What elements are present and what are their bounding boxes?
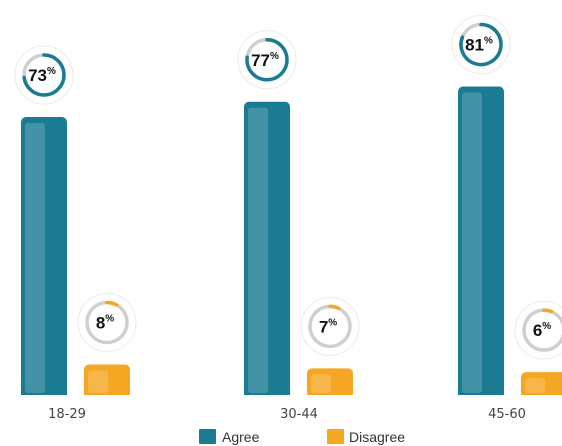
bar-base-disagree-30-44 — [307, 389, 353, 395]
bars-layer — [21, 86, 562, 396]
bar-body-agree-30-44 — [244, 101, 290, 395]
value-badge-agree-30-44: 77% — [237, 30, 297, 90]
bar-highlight-disagree-18-29 — [88, 370, 108, 393]
bar-highlight-disagree-45-60 — [525, 378, 545, 393]
bar-disagree-30-44 — [307, 368, 353, 395]
bar-body-agree-18-29 — [21, 117, 67, 395]
bar-body-disagree-30-44 — [307, 368, 353, 395]
tick-label-18-29: 18-29 — [48, 407, 86, 422]
value-badge-agree-18-29: 73% — [14, 45, 74, 105]
bar-highlight-agree-45-60 — [462, 92, 482, 394]
percent-sign: % — [47, 66, 56, 77]
legend: Agree Disagree — [199, 429, 405, 445]
x-axis: 18-29 30-44 45-60 — [48, 407, 526, 422]
bar-highlight-agree-18-29 — [25, 123, 45, 393]
percent-sign: % — [328, 317, 337, 328]
bar-base-disagree-18-29 — [84, 389, 130, 395]
bar-body-agree-45-60 — [458, 86, 504, 396]
bar-highlight-disagree-30-44 — [311, 374, 331, 393]
tick-label-30-44: 30-44 — [280, 407, 318, 422]
bar-base-agree-18-29 — [21, 389, 67, 395]
badge-arc-agree-45-60 — [459, 22, 503, 67]
tick-label-45-60: 45-60 — [488, 407, 526, 422]
badge-arc-agree-18-29 — [22, 53, 66, 97]
legend-swatch-agree — [199, 429, 216, 444]
badge-arc-disagree-18-29 — [105, 300, 119, 307]
value-badge-agree-45-60: 81% — [451, 15, 511, 75]
badges-layer: 73% 8% 77% 7% 81% 6% — [14, 15, 562, 360]
badge-arc-agree-30-44 — [245, 38, 289, 82]
legend-label-agree: Agree — [222, 429, 260, 445]
bar-agree-18-29 — [21, 117, 67, 395]
legend-label-disagree: Disagree — [349, 429, 405, 445]
percent-sign: % — [484, 36, 493, 47]
bar-base-disagree-45-60 — [521, 389, 562, 395]
value-badge-disagree-45-60: 6% — [514, 300, 562, 360]
bar-base-agree-45-60 — [458, 389, 504, 395]
bar-disagree-45-60 — [521, 372, 562, 395]
percent-sign: % — [270, 51, 279, 62]
percent-sign: % — [105, 314, 114, 325]
value-badge-disagree-18-29: 8% — [77, 293, 137, 353]
bar-base-agree-30-44 — [244, 389, 290, 395]
value-badge-disagree-30-44: 7% — [300, 296, 360, 356]
badge-bg-disagree-45-60 — [514, 300, 562, 360]
badge-arc-disagree-45-60 — [542, 308, 554, 314]
legend-swatch-disagree — [327, 429, 344, 444]
bar-body-disagree-18-29 — [84, 364, 130, 395]
bar-agree-45-60 — [458, 86, 504, 396]
bar-disagree-18-29 — [84, 364, 130, 395]
badge-arc-disagree-30-44 — [328, 304, 341, 310]
percent-sign: % — [542, 321, 551, 332]
bar-agree-30-44 — [244, 101, 290, 395]
bar-highlight-agree-30-44 — [248, 107, 268, 393]
